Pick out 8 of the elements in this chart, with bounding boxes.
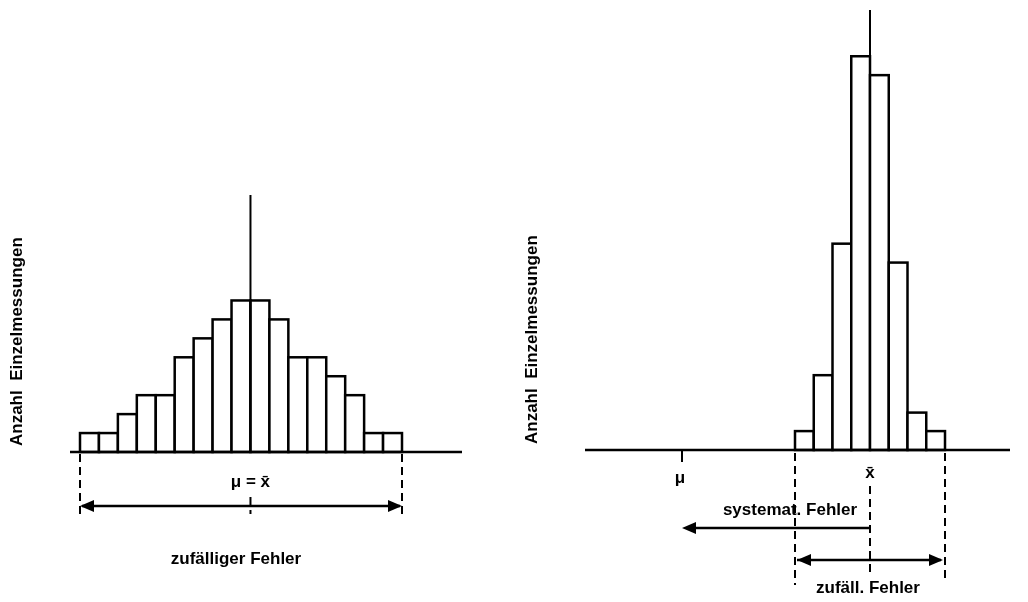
text: x̄ [865,463,876,482]
text: μ = x̄ [230,472,271,491]
y-axis-title: Anzahl Einzelmessungen [522,235,541,444]
text: zufälliger Fehler [170,549,302,568]
text: μ [674,468,686,487]
y-axis-title: Anzahl Einzelmessungen [7,237,26,446]
text: systemat. Fehler [722,500,858,519]
text: zufäll. Fehler [816,578,921,597]
